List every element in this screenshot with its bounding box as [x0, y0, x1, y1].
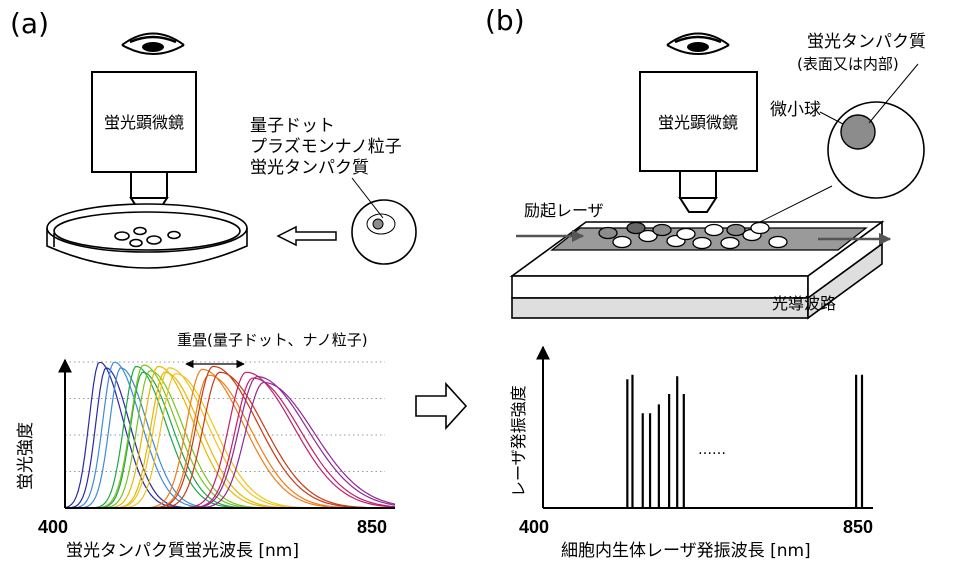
microscope-b-label: 蛍光顕微鏡 [658, 113, 738, 132]
y-label-a: 蛍光強度 [16, 422, 36, 490]
spectrum-curve-2-1 [65, 371, 395, 508]
cell-zoom-a [351, 177, 417, 265]
particle-label-quantum-dot: 量子ドット [250, 116, 335, 136]
spectrum-curve-6-1 [65, 374, 395, 508]
spectrum-curve-0-0 [65, 362, 395, 508]
grid-a [65, 361, 385, 472]
panel-b-label: (b) [485, 4, 525, 37]
spectrum-curve-5-1 [65, 373, 395, 508]
eye-icon [121, 32, 185, 55]
spectrum-curve-7-1 [65, 371, 395, 508]
spectrum-curve-9-0 [65, 376, 395, 508]
spectrum-curve-8-0 [65, 371, 395, 508]
x-min-label-a: 400 [38, 517, 68, 537]
ellipsis: …… [698, 442, 726, 458]
particle-label-plasmon: プラズモンナノ粒子 [250, 137, 402, 157]
microsphere-label: 微小球 [770, 100, 821, 120]
spectrum-curve-3-1 [65, 370, 395, 508]
spectrum-curve-4-0 [65, 365, 395, 508]
protein-location-label: (表面又は内部) [797, 55, 899, 73]
laser-chart-b: レーザ発振強度 …… 400 850 細胞内生体レーザ発振波長 [nm] [509, 345, 873, 561]
microscope-a-label: 蛍光顕微鏡 [104, 113, 184, 132]
hollow-arrow-left-icon [276, 225, 337, 247]
laser-lines [626, 374, 864, 508]
spectrum-curve-1-1 [65, 367, 395, 508]
waveguide-chip [509, 220, 885, 320]
x-min-label-b: 400 [519, 517, 549, 537]
particle-label-protein: 蛍光タンパク質 [250, 158, 369, 178]
spectrum-curve-3-0 [65, 364, 395, 508]
hollow-arrow-right-icon [415, 381, 468, 431]
spectrum-chart-a: 重畳(量子ドット、ナノ粒子) 蛍光強度 400 850 蛍光タンパク質蛍光波長 … [16, 331, 395, 561]
x-max-label-b: 850 [843, 517, 873, 537]
eye-icon [666, 32, 730, 55]
microscope-b: 蛍光顕微鏡 [639, 71, 758, 213]
protein-label-b: 蛍光タンパク質 [807, 32, 926, 52]
waveguide-label: 光導波路 [772, 294, 836, 313]
overlap-label: 重畳(量子ドット、ナノ粒子) [177, 331, 368, 349]
y-label-b: レーザ発振強度 [509, 385, 528, 497]
spectrum-curve-9-1 [65, 381, 395, 508]
petri-dish [46, 203, 248, 269]
x-max-label-a: 850 [357, 517, 387, 537]
microscope-a: 蛍光顕微鏡 [91, 71, 197, 213]
spectrum-curve-1-0 [65, 362, 395, 508]
microsphere-zoom [759, 63, 925, 223]
x-label-b: 細胞内生体レーザ発振波長 [nm] [561, 541, 811, 561]
panel-a-label: (a) [10, 7, 49, 40]
x-label-a: 蛍光タンパク質蛍光波長 [nm] [66, 541, 299, 561]
spectrum-curve-0-1 [65, 367, 395, 508]
spectrum-curve-8-1 [65, 377, 395, 508]
laser-label: 励起レーザ [524, 201, 604, 220]
